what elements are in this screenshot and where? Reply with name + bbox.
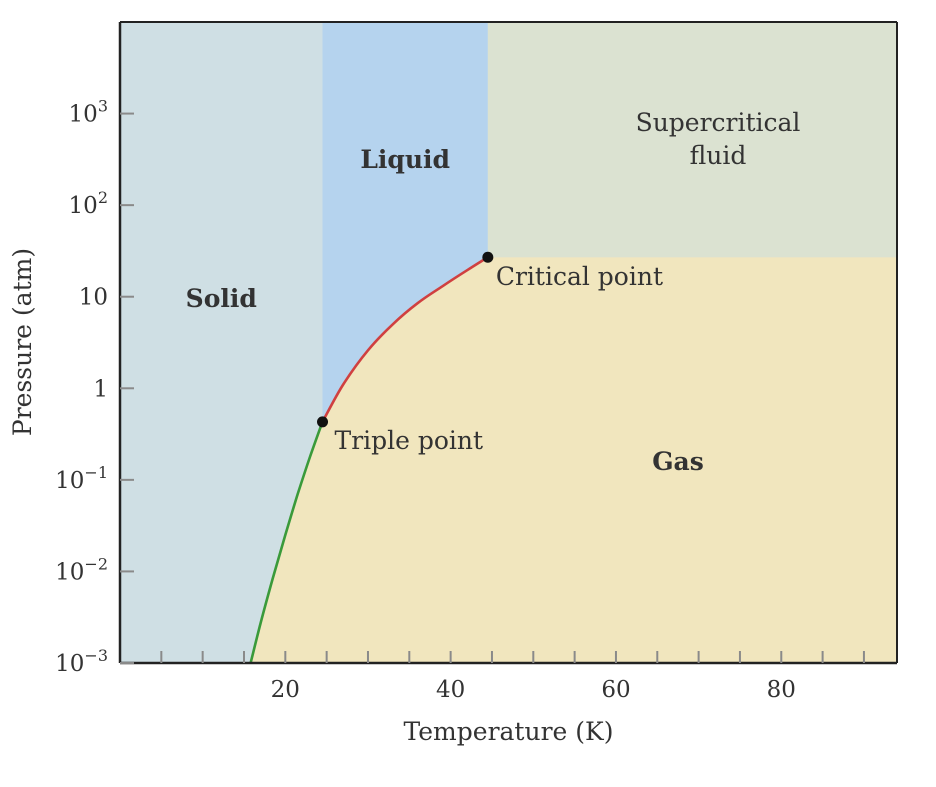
y-tick-label: 10−1 xyxy=(55,463,108,494)
x-tick-label: 40 xyxy=(436,677,465,703)
region-supercritical xyxy=(487,22,897,258)
region-label-solid: Solid xyxy=(186,284,257,313)
sublimation-curve xyxy=(249,421,324,664)
x-tick-label: 80 xyxy=(767,677,796,703)
region-liquid xyxy=(322,22,488,422)
regions-layer xyxy=(120,22,898,663)
region-label-liquid: Liquid xyxy=(360,145,450,174)
y-tick-label: 10−2 xyxy=(55,554,108,585)
region-gas xyxy=(250,257,898,663)
triple-point-marker xyxy=(317,416,329,428)
critical-point-label: Critical point xyxy=(496,262,663,291)
labels-layer: Solid Liquid Gas Supercritical fluid Tri… xyxy=(8,108,800,746)
points-layer xyxy=(317,251,494,428)
axes-layer xyxy=(118,21,898,665)
y-axis-title: Pressure (atm) xyxy=(8,248,37,436)
region-label-supercritical-line1: Supercritical xyxy=(636,108,801,137)
region-label-gas: Gas xyxy=(652,447,704,476)
x-axis-title: Temperature (K) xyxy=(404,717,614,746)
vaporization-curve xyxy=(321,256,489,423)
x-tick-label: 20 xyxy=(271,677,300,703)
y-tick-label: 10−3 xyxy=(55,646,108,677)
triple-point-label: Triple point xyxy=(335,426,484,455)
y-tick-label: 10 xyxy=(79,285,108,311)
y-tick-label: 1 xyxy=(93,376,108,402)
critical-point-marker xyxy=(482,251,494,263)
curves-layer xyxy=(249,256,489,664)
ticks-layer: 20 40 60 80 10−3 10−2 10−1 1 10 102 103 xyxy=(55,97,865,703)
x-tick-label: 60 xyxy=(601,677,630,703)
y-tick-label: 102 xyxy=(69,188,108,219)
region-label-supercritical-line2: fluid xyxy=(690,141,747,170)
y-tick-label: 103 xyxy=(69,97,108,128)
